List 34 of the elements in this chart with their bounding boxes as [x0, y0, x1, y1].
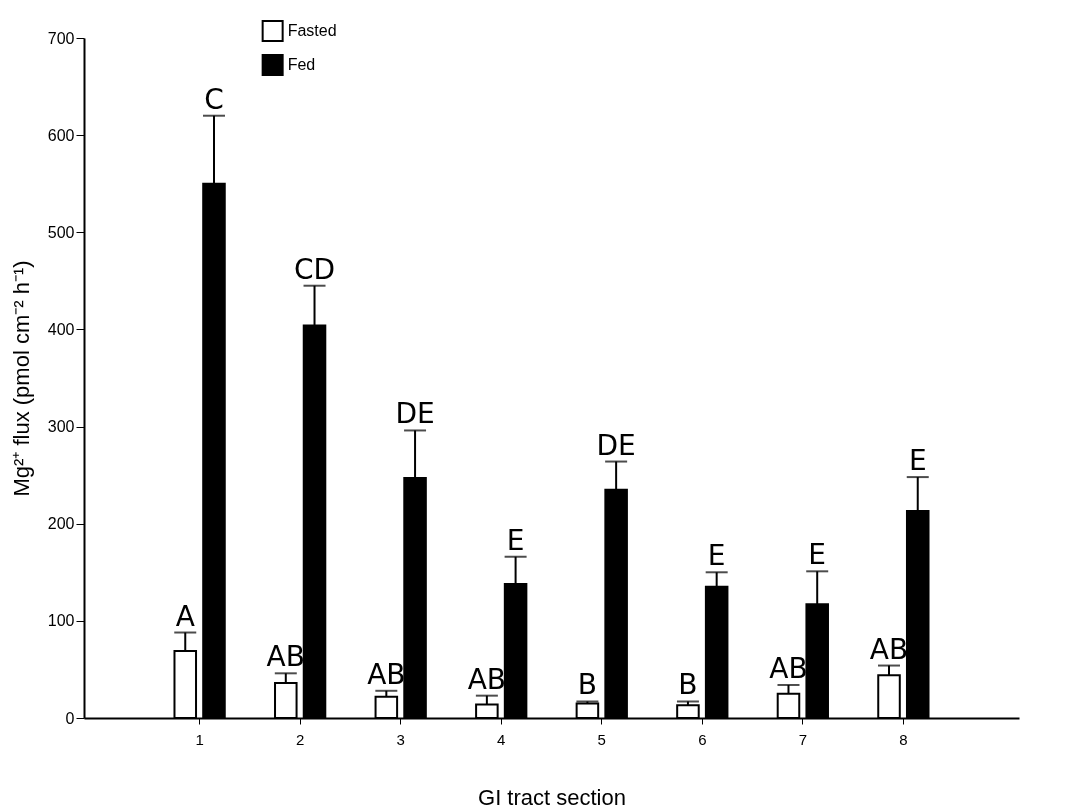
y-axis-title: Mg²⁺ flux (pmol cm⁻² h⁻¹) — [8, 260, 34, 497]
data-label: E — [908, 444, 927, 478]
data-label: DE — [395, 397, 435, 431]
data-label: DE — [596, 428, 636, 462]
x-tick-label: 4 — [497, 730, 506, 748]
data-label: E — [707, 539, 726, 573]
data-label: A — [175, 599, 195, 633]
x-tick-label: 7 — [798, 730, 808, 748]
data-label: B — [678, 668, 698, 702]
data-label: B — [577, 668, 598, 702]
data-label: AB — [266, 640, 305, 674]
legend-label: Fasted — [287, 22, 337, 39]
x-tick-label: 5 — [597, 730, 606, 748]
data-label: AB — [467, 662, 507, 696]
data-label: AB — [869, 632, 909, 666]
data-label: E — [506, 523, 525, 557]
x-tick-label: 6 — [698, 730, 707, 748]
x-tick-label: 2 — [295, 730, 305, 748]
y-tick-label: 400 — [47, 320, 75, 338]
y-tick-label: 600 — [47, 126, 75, 144]
data-label: CD — [293, 252, 336, 286]
data-label: C — [204, 82, 224, 116]
legend-label: Fed — [287, 56, 316, 73]
x-tick-label: 3 — [396, 730, 405, 748]
y-tick-label: 700 — [47, 29, 75, 47]
y-tick-label: 300 — [47, 418, 75, 436]
y-tick-label: 200 — [47, 515, 75, 533]
x-tick-label: 8 — [899, 730, 908, 748]
x-axis-title: GI tract section — [478, 784, 626, 808]
y-tick-label: 0 — [65, 709, 75, 727]
y-tick-label: 500 — [47, 223, 75, 241]
data-label: E — [808, 538, 827, 572]
y-tick-label: 100 — [47, 612, 75, 630]
x-tick-label: 1 — [195, 730, 204, 748]
